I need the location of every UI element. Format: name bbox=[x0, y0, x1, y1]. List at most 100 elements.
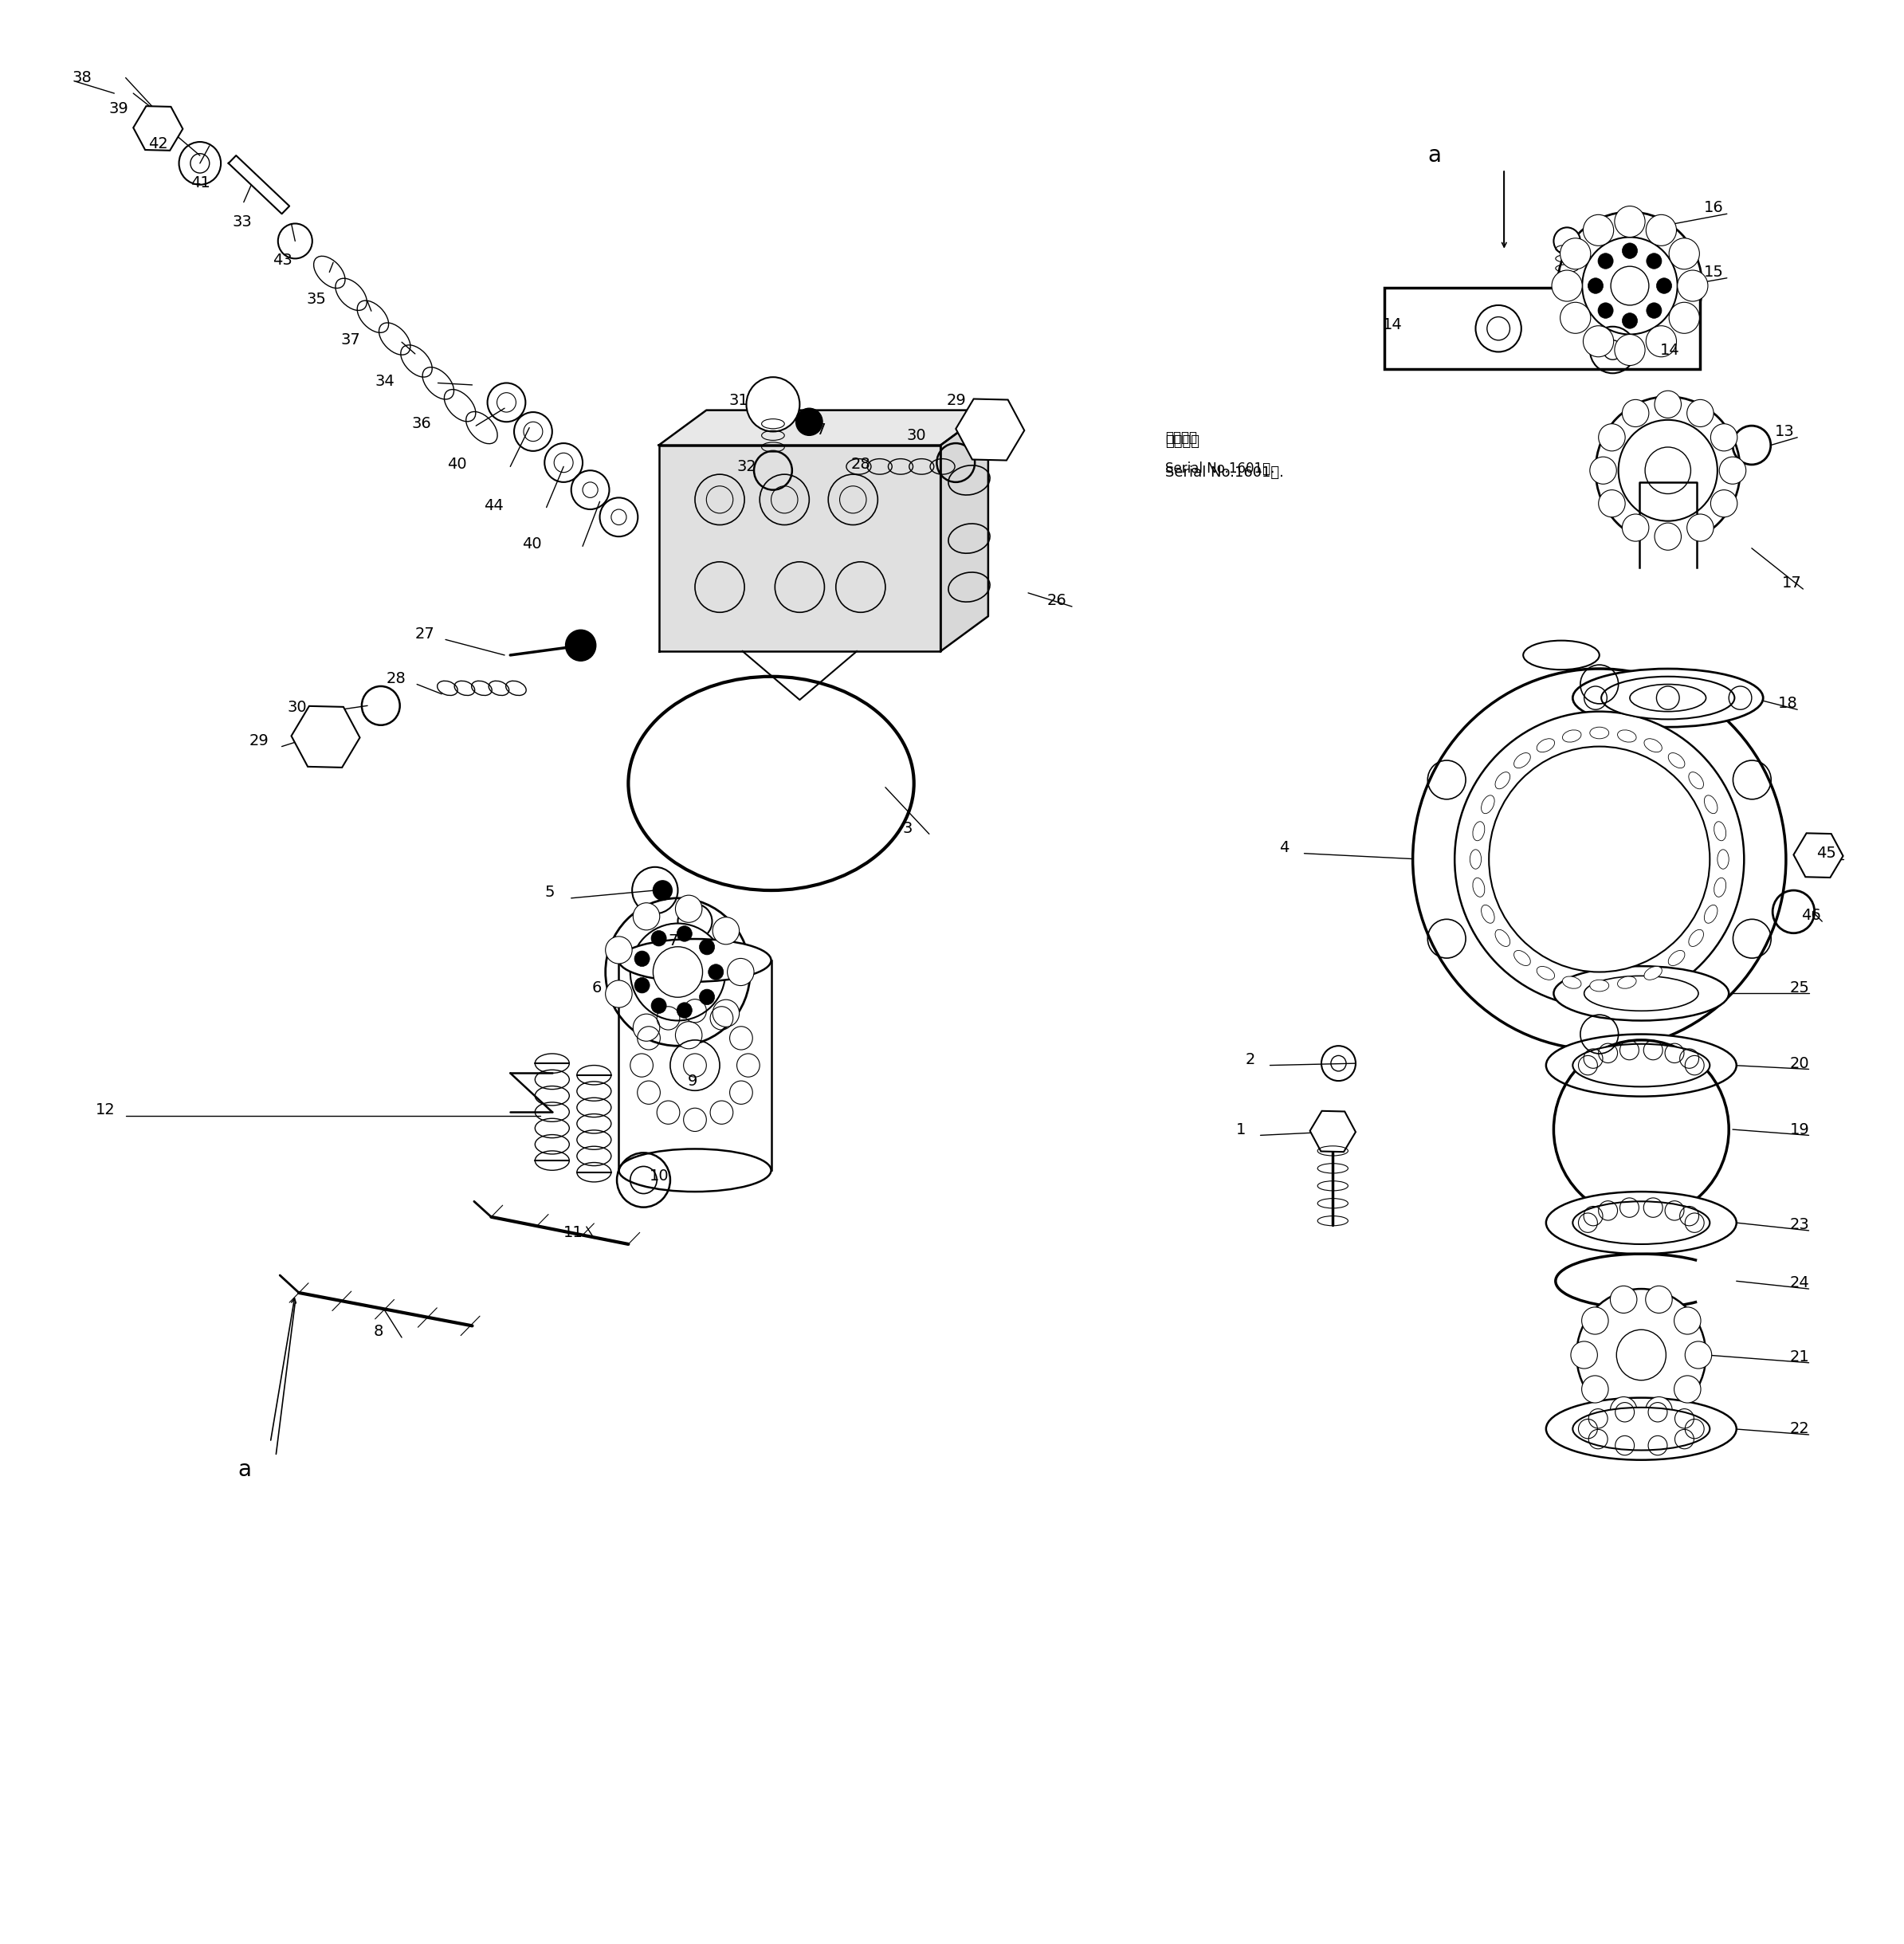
Circle shape bbox=[1645, 327, 1676, 358]
Ellipse shape bbox=[1537, 739, 1554, 752]
Circle shape bbox=[565, 630, 596, 661]
Circle shape bbox=[1710, 424, 1736, 451]
Ellipse shape bbox=[1668, 951, 1685, 966]
Text: 28: 28 bbox=[387, 671, 406, 686]
Text: 14: 14 bbox=[1660, 342, 1679, 358]
Circle shape bbox=[1645, 1285, 1672, 1312]
Text: 8: 8 bbox=[373, 1324, 383, 1339]
Text: 42: 42 bbox=[149, 136, 168, 152]
Circle shape bbox=[1455, 712, 1744, 1007]
Ellipse shape bbox=[1645, 966, 1662, 980]
Text: 11: 11 bbox=[564, 1225, 583, 1240]
Circle shape bbox=[676, 1021, 703, 1048]
Text: 4: 4 bbox=[1279, 840, 1289, 855]
Text: 23: 23 bbox=[1790, 1217, 1809, 1232]
Ellipse shape bbox=[1563, 976, 1580, 988]
Circle shape bbox=[712, 999, 739, 1026]
Text: 32: 32 bbox=[737, 459, 756, 474]
Text: 26: 26 bbox=[1047, 593, 1066, 608]
Text: 31: 31 bbox=[729, 393, 748, 408]
Circle shape bbox=[651, 997, 666, 1013]
Text: 15: 15 bbox=[1704, 264, 1723, 280]
Ellipse shape bbox=[1474, 822, 1485, 840]
Text: 20: 20 bbox=[1790, 1056, 1809, 1071]
Text: 22: 22 bbox=[1790, 1421, 1809, 1437]
Text: 6: 6 bbox=[592, 980, 602, 995]
Polygon shape bbox=[941, 410, 988, 651]
Circle shape bbox=[1584, 214, 1615, 245]
Circle shape bbox=[1582, 1306, 1609, 1334]
Circle shape bbox=[1557, 212, 1702, 360]
Text: 適用号機: 適用号機 bbox=[1165, 434, 1200, 449]
Ellipse shape bbox=[1470, 850, 1481, 869]
Circle shape bbox=[1597, 303, 1613, 319]
Circle shape bbox=[1710, 490, 1736, 517]
Text: 25: 25 bbox=[1790, 980, 1809, 995]
Polygon shape bbox=[619, 960, 771, 1170]
Circle shape bbox=[708, 964, 724, 980]
Circle shape bbox=[634, 978, 649, 993]
Circle shape bbox=[1577, 1289, 1706, 1421]
Ellipse shape bbox=[1668, 752, 1685, 768]
Ellipse shape bbox=[1481, 795, 1495, 813]
Circle shape bbox=[1677, 270, 1708, 301]
Circle shape bbox=[1611, 1398, 1637, 1425]
Circle shape bbox=[1670, 301, 1700, 334]
Ellipse shape bbox=[1573, 1044, 1710, 1087]
Text: 34: 34 bbox=[375, 373, 394, 389]
Text: 12: 12 bbox=[95, 1102, 114, 1118]
Circle shape bbox=[712, 918, 739, 945]
Ellipse shape bbox=[619, 939, 771, 982]
Ellipse shape bbox=[1590, 727, 1609, 739]
Circle shape bbox=[727, 958, 754, 986]
Circle shape bbox=[1588, 278, 1603, 294]
Circle shape bbox=[1559, 301, 1590, 334]
Text: 44: 44 bbox=[484, 498, 503, 513]
Ellipse shape bbox=[619, 1149, 771, 1192]
Ellipse shape bbox=[1481, 906, 1495, 923]
Text: 40: 40 bbox=[522, 537, 541, 552]
Ellipse shape bbox=[1573, 1201, 1710, 1244]
Ellipse shape bbox=[1554, 966, 1729, 1021]
Circle shape bbox=[1656, 278, 1672, 294]
Text: 29: 29 bbox=[946, 393, 965, 408]
Text: 10: 10 bbox=[649, 1168, 668, 1184]
Circle shape bbox=[1674, 1306, 1700, 1334]
Text: 35: 35 bbox=[307, 292, 326, 307]
Text: 14: 14 bbox=[1382, 317, 1401, 332]
Polygon shape bbox=[228, 156, 289, 214]
Circle shape bbox=[605, 898, 750, 1046]
Circle shape bbox=[699, 939, 714, 955]
Circle shape bbox=[605, 937, 632, 964]
Text: 36: 36 bbox=[411, 416, 430, 432]
Circle shape bbox=[1413, 669, 1786, 1050]
Text: 41: 41 bbox=[190, 175, 209, 191]
Text: 39: 39 bbox=[109, 101, 128, 117]
Circle shape bbox=[1582, 1376, 1609, 1404]
Text: 33: 33 bbox=[232, 214, 251, 229]
Circle shape bbox=[1611, 266, 1649, 305]
Ellipse shape bbox=[1563, 731, 1580, 743]
Circle shape bbox=[632, 902, 659, 929]
Ellipse shape bbox=[1495, 772, 1510, 789]
Circle shape bbox=[676, 1003, 691, 1019]
Circle shape bbox=[1582, 327, 1613, 358]
Text: 28: 28 bbox=[851, 457, 870, 472]
Circle shape bbox=[1647, 253, 1662, 268]
Circle shape bbox=[676, 925, 691, 941]
Circle shape bbox=[1489, 746, 1710, 972]
Ellipse shape bbox=[1546, 1192, 1736, 1254]
Circle shape bbox=[1655, 391, 1681, 418]
Ellipse shape bbox=[1573, 1407, 1710, 1450]
Circle shape bbox=[1645, 1398, 1672, 1425]
Text: Serial No.1601～.: Serial No.1601～. bbox=[1165, 461, 1276, 476]
Circle shape bbox=[632, 1015, 659, 1042]
Text: 5: 5 bbox=[545, 885, 554, 900]
Text: a: a bbox=[1428, 144, 1441, 167]
Circle shape bbox=[1559, 239, 1590, 270]
Circle shape bbox=[1645, 214, 1676, 245]
Ellipse shape bbox=[1689, 772, 1704, 789]
Ellipse shape bbox=[1537, 966, 1554, 980]
Text: 1: 1 bbox=[1236, 1122, 1245, 1137]
Text: 16: 16 bbox=[1704, 200, 1723, 216]
